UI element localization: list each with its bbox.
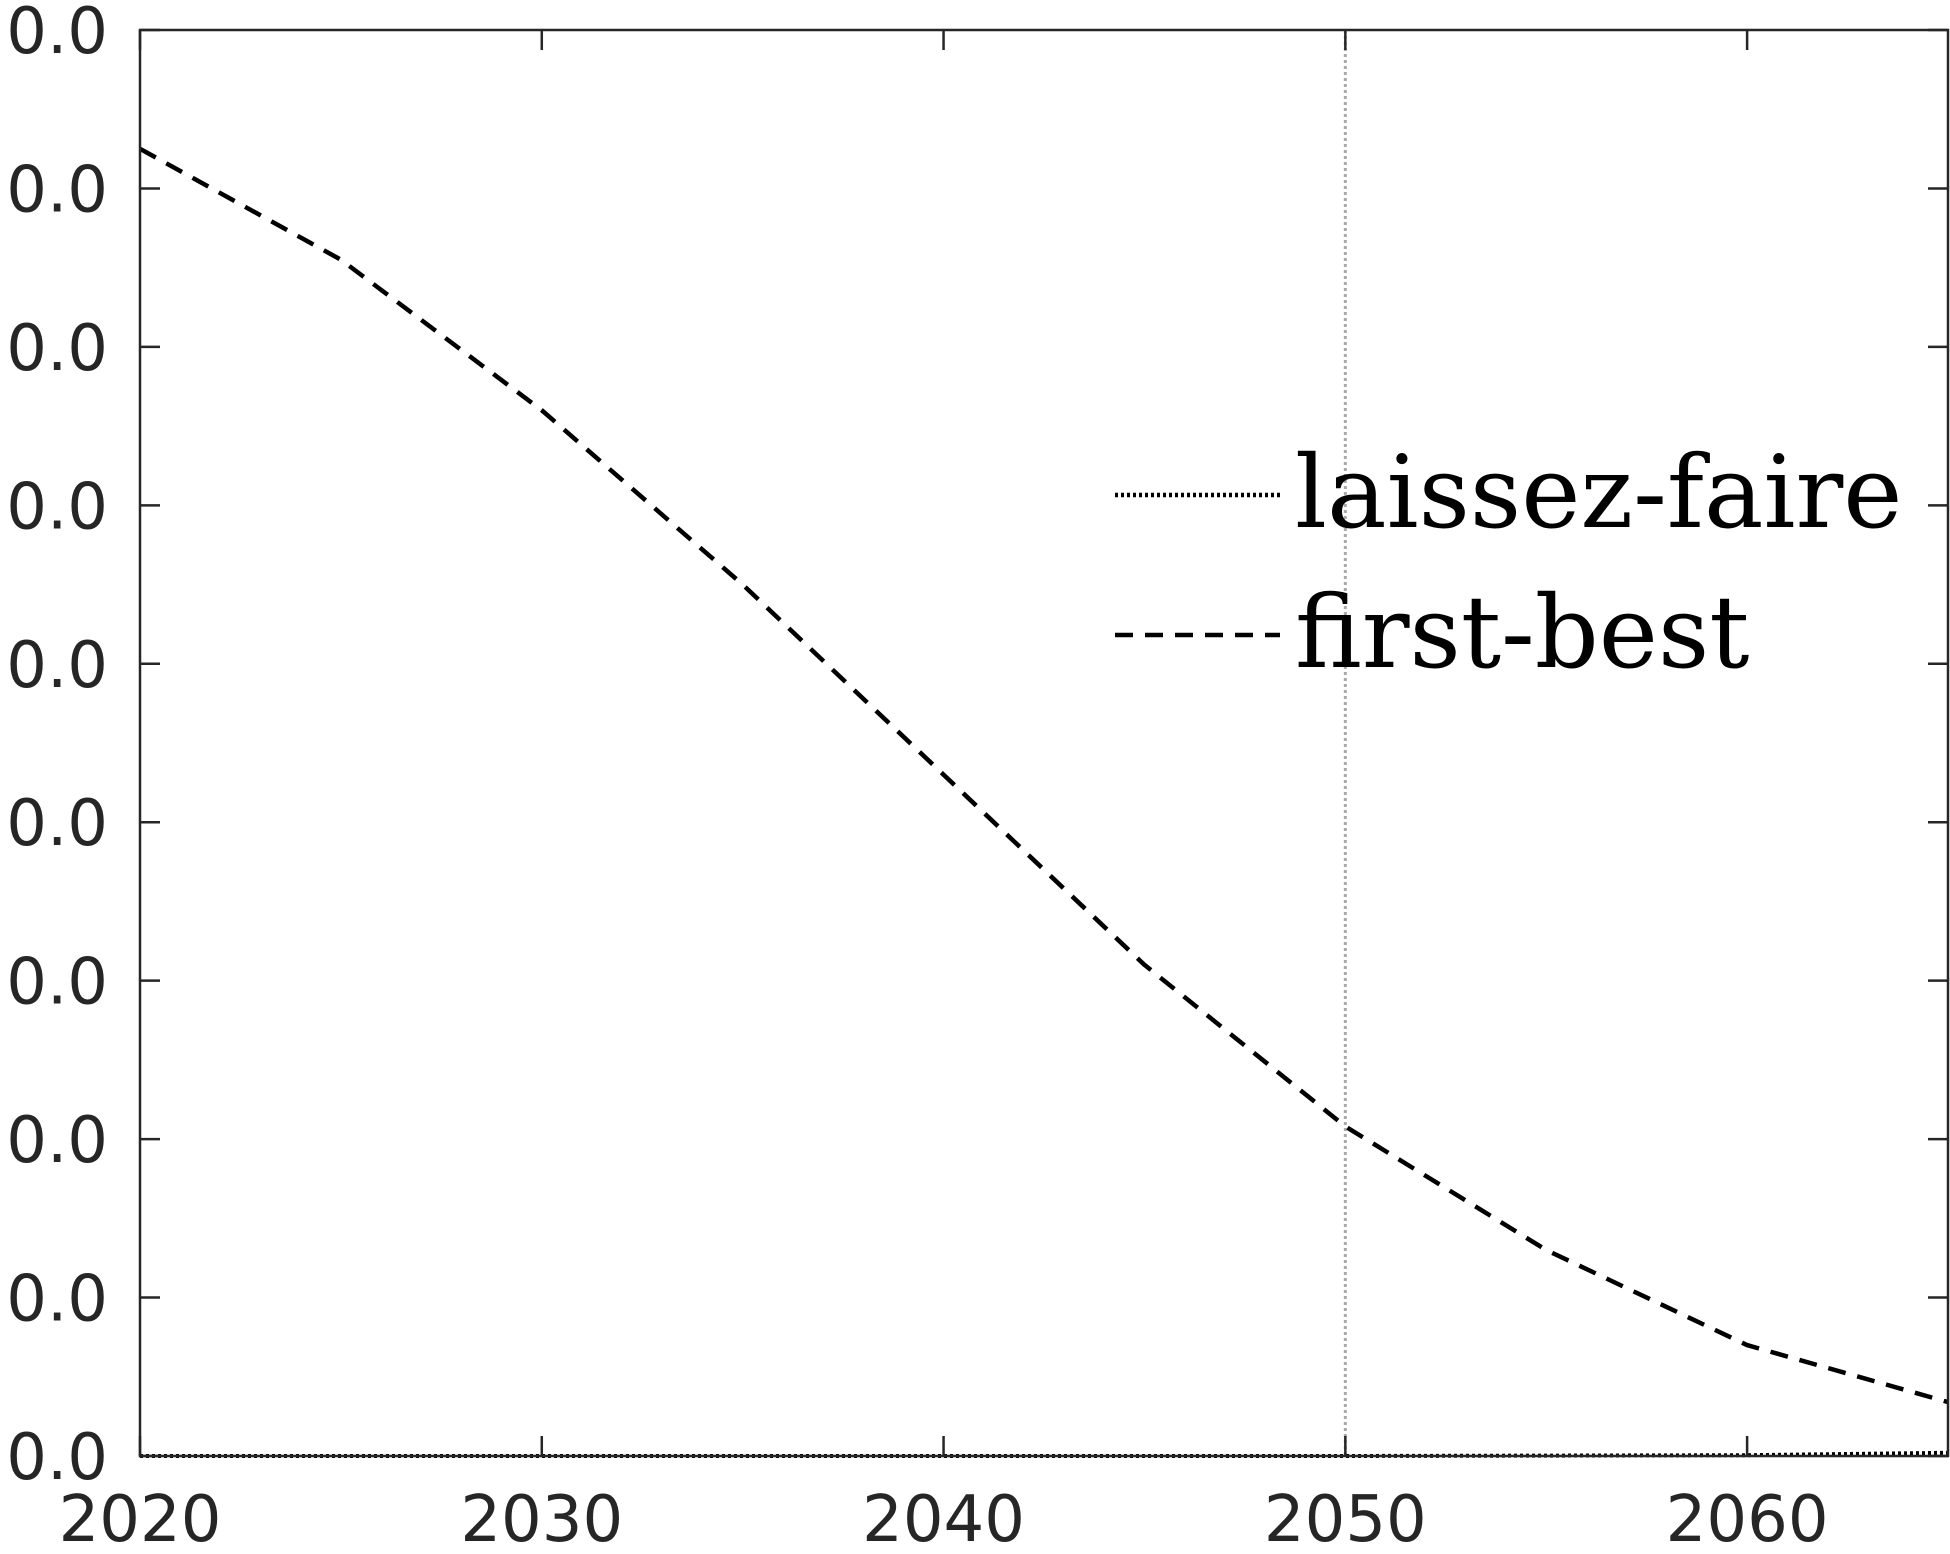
legend-label: first-best	[1295, 574, 1750, 691]
y-tick-label: 0.0	[6, 1104, 108, 1178]
x-tick-label: 2060	[1666, 1483, 1829, 1554]
x-tick-label: 2030	[460, 1483, 623, 1554]
x-tick-label: 2050	[1264, 1483, 1427, 1554]
legend-label: laissez-faire	[1295, 434, 1902, 551]
y-tick-label: 0.0	[6, 946, 108, 1020]
y-tick-label: 0.0	[6, 312, 108, 386]
series-group	[138, 146, 1949, 1458]
plot-frame	[138, 28, 1950, 1458]
series-line-first-best	[138, 146, 1949, 1405]
x-tick-label: 2020	[59, 1483, 222, 1554]
y-tick-label: 0.0	[6, 153, 108, 227]
x-tick-label: 2040	[862, 1483, 1025, 1554]
y-tick-label: 0.0	[6, 629, 108, 703]
y-tick-label: 0.0	[6, 470, 108, 544]
legend: laissez-faire first-best	[1115, 434, 1902, 691]
y-tick-label: 0.0	[6, 1263, 108, 1337]
axes: 2020 2030 2040 2050 2060 0.0 0.0 0.0 0.0 0.0 0.0 0.…	[6, 0, 1950, 1554]
y-tick-label: 0.0	[6, 1421, 108, 1495]
y-tick-label: 0.0	[6, 787, 108, 861]
y-tick-label: 0.0	[6, 0, 108, 69]
